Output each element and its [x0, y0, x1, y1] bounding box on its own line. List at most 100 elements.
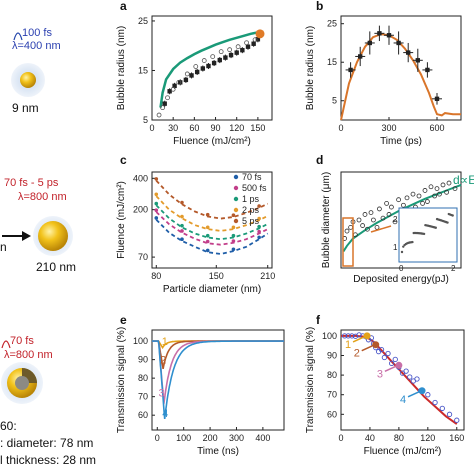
data-point: [231, 213, 236, 218]
y-tick-label: 90: [327, 350, 337, 360]
row2-pulse-label: 70 fs - 5 ps: [4, 177, 59, 189]
y-tick-label: 70: [138, 392, 148, 402]
panel-letter: b: [316, 0, 323, 13]
data-point: [349, 333, 355, 339]
row3-text-1: 60:: [0, 419, 17, 433]
data-point: [165, 95, 170, 101]
data-point: [439, 405, 445, 412]
panel-letter: a: [120, 0, 127, 13]
inset-point: [451, 214, 454, 217]
x-axis-label: Fluence (mJ/cm²): [173, 136, 251, 147]
panel-letter: f: [316, 313, 321, 327]
y-tick-label: 5: [332, 96, 337, 106]
y-tick-label: 60: [138, 410, 148, 420]
data-point: [385, 350, 391, 357]
y-axis-label: Transmission signal (%): [305, 327, 316, 433]
series-curve: [155, 204, 269, 241]
y-tick-label: 15: [327, 57, 337, 67]
legend-label: 2 ps: [242, 205, 260, 215]
series-curve: [155, 211, 269, 246]
data-point: [400, 202, 406, 208]
inset-x-tick-label: 2: [451, 264, 456, 273]
zoom-connector: [370, 225, 392, 233]
panel-letter: c: [120, 153, 127, 167]
curve-number-label: 2: [160, 354, 166, 366]
x-tick-label: 300: [381, 123, 396, 133]
x-tick-label: 600: [429, 123, 444, 133]
laser-pulse-icon-1: [13, 32, 23, 41]
x-axis-label: Fluence (mJ/cm²): [364, 446, 442, 457]
y-tick-label: 15: [138, 65, 148, 75]
label-pointer: [352, 336, 365, 343]
data-point: [454, 417, 460, 423]
x-tick-label: 40: [365, 433, 375, 443]
x-axis-label: Deposited energy(pJ): [353, 274, 449, 285]
inset-point: [422, 232, 426, 236]
data-point: [205, 233, 210, 238]
row2-wavelength-label: λ=800 nm: [18, 191, 67, 203]
curve-number-label: 3: [377, 368, 383, 380]
curve-label: d∝E: [453, 173, 474, 187]
row3-text-2: : diameter: 78 nm: [0, 436, 93, 450]
data-point: [257, 235, 261, 240]
data-point: [345, 333, 351, 339]
data-point: [368, 210, 374, 216]
data-point: [245, 44, 251, 49]
data-point: [436, 191, 442, 197]
fit-curve: [342, 183, 462, 252]
data-point: [432, 399, 438, 406]
x-tick-label: 300: [229, 433, 244, 443]
series-curve: [155, 219, 269, 255]
inset-point: [446, 221, 449, 224]
data-point: [377, 31, 382, 36]
zoom-box: [342, 217, 354, 267]
data-point: [378, 346, 385, 353]
inset-point: [411, 240, 414, 244]
x-tick-label: 80: [151, 271, 161, 281]
highlight-point: [255, 29, 265, 39]
data-point: [420, 200, 426, 206]
panel-letter: d: [316, 153, 323, 167]
data-point: [344, 228, 350, 234]
data-point: [154, 192, 159, 197]
data-point: [356, 332, 362, 338]
data-point: [251, 41, 256, 46]
x-tick-label: 150: [250, 123, 265, 133]
data-point: [396, 197, 402, 203]
curve-number-label: 4: [400, 394, 406, 406]
x-axis-label: Time (ns): [197, 446, 239, 457]
data-point: [425, 392, 431, 398]
data-point: [205, 248, 210, 253]
data-point: [180, 237, 184, 242]
highlight-point: [395, 361, 403, 369]
fit-curve: [340, 33, 461, 121]
data-point: [374, 224, 380, 230]
data-point: [193, 64, 199, 69]
data-point: [362, 212, 368, 217]
data-point: [360, 223, 366, 228]
data-point: [206, 63, 211, 69]
data-point: [205, 212, 210, 217]
data-point: [415, 58, 420, 63]
y-axis-label: Transmission signal (%): [116, 327, 127, 433]
x-tick-label: 200: [203, 433, 218, 443]
y-tick-label: 60: [327, 409, 337, 419]
highlight-point: [418, 387, 426, 395]
data-point: [358, 54, 363, 59]
data-point: [184, 71, 190, 77]
data-point: [176, 79, 182, 85]
panel-c: c 80 150 210 70 200 400 Particle diameter (nm) F…: [116, 153, 275, 295]
legend-marker: [233, 207, 239, 213]
data-point: [252, 37, 258, 43]
data-point: [388, 204, 394, 210]
data-point: [200, 66, 206, 71]
data-point: [205, 225, 210, 230]
data-point: [384, 200, 390, 206]
curve-number-label: 3: [159, 388, 165, 400]
data-point: [380, 215, 386, 221]
legend-marker: [233, 196, 239, 202]
legend-label: 70 fs: [242, 172, 262, 182]
data-point: [356, 217, 362, 223]
nanoparticle-210nm: [38, 221, 68, 251]
panel-f: f 0 40 80 120 160 60 70 80 90 100 Fluence (mJ/cm²) T…: [305, 313, 465, 457]
